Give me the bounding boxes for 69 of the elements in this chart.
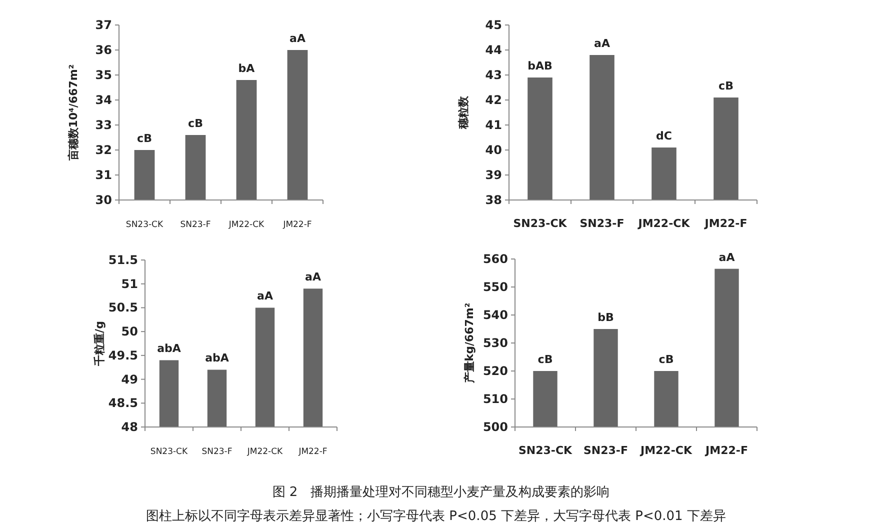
y-tick-label: 520 [482, 364, 508, 378]
y-tick-label: 33 [95, 118, 112, 132]
y-axis-title: 产量kg/667m² [463, 302, 476, 384]
x-tick-label: SN23-CK [150, 447, 188, 457]
x-tick-label: SN23-F [580, 217, 624, 230]
data-label: aA [305, 270, 322, 284]
y-tick-label: 48 [121, 420, 138, 434]
x-tick-label: SN23-CK [513, 217, 568, 230]
data-label: cB [718, 80, 734, 92]
data-label: bB [598, 311, 614, 324]
x-tick-label: JM22-F [298, 447, 328, 457]
data-label: cB [137, 132, 152, 145]
data-label: bAB [528, 60, 552, 72]
y-tick-label: 550 [482, 280, 508, 294]
y-tick-label: 45 [485, 18, 502, 32]
caption: 图 2 播期播量处理对不同穗型小麦产量及构成要素的影响 [272, 485, 610, 500]
data-label: dC [656, 130, 672, 142]
y-tick-label: 40 [485, 143, 502, 157]
y-axis-title: 穗粒数 [457, 95, 470, 130]
x-tick-label: JM22-CK [639, 444, 692, 457]
y-tick-label: 36 [95, 43, 112, 57]
y-tick-label: 540 [482, 308, 508, 322]
y-tick-label: 50.5 [108, 300, 138, 315]
x-tick-label: JM22-CK [637, 217, 690, 230]
x-tick-label: JM22-F [282, 220, 312, 230]
y-tick-label: 48.5 [108, 396, 138, 410]
y-tick-label: 31 [95, 168, 112, 182]
data-label: abA [205, 352, 230, 365]
x-tick-label: JM22-F [704, 217, 748, 230]
data-label: aA [594, 37, 610, 50]
x-tick-label: SN23-CK [126, 220, 164, 230]
data-label: cB [658, 353, 674, 366]
y-tick-label: 49 [121, 372, 138, 386]
x-tick-label: SN23-F [202, 447, 232, 457]
x-tick-label: SN23-F [180, 220, 211, 230]
y-tick-label: 51 [121, 276, 138, 291]
y-axis-title: 千粒重/g [93, 321, 106, 367]
y-tick-label: 50 [121, 324, 138, 339]
x-tick-label: JM22-CK [228, 220, 265, 230]
data-label: aA [257, 290, 274, 303]
y-tick-label: 37 [95, 18, 112, 32]
text: 图柱上标以不同字母表示差异显著性；小写字母代表 P<0.05 下差异，大写字母代表 P<0.01 下差异 [146, 508, 726, 524]
y-tick-label: 41 [485, 118, 502, 132]
y-tick-label: 510 [482, 392, 508, 406]
y-tick-label: 500 [482, 420, 508, 434]
y-tick-label: 49.5 [108, 348, 138, 362]
x-tick-label: SN23-CK [518, 444, 573, 457]
x-tick-label: JM22-CK [246, 447, 284, 457]
data-label: cB [188, 117, 203, 130]
y-tick-label: 35 [95, 68, 112, 82]
y-tick-label: 39 [485, 168, 502, 182]
y-tick-label: 42 [485, 93, 502, 107]
y-tick-label: 44 [485, 43, 502, 57]
y-axis-title: 亩穗数10⁴/667m² [67, 64, 80, 162]
data-label: aA [290, 32, 306, 45]
y-tick-label: 530 [482, 336, 508, 350]
y-tick-label: 34 [95, 93, 112, 107]
y-tick-label: 30 [95, 193, 112, 207]
data-label: cB [538, 353, 553, 366]
data-label: aA [718, 250, 736, 264]
y-tick-label: 51.5 [108, 253, 138, 267]
x-tick-label: JM22-F [704, 444, 748, 457]
data-label: bA [238, 62, 256, 75]
y-tick-label: 38 [485, 193, 502, 207]
x-tick-label: SN23-F [583, 444, 628, 457]
data-label: abA [157, 342, 182, 356]
y-tick-label: 43 [485, 68, 502, 82]
y-tick-label: 32 [95, 143, 112, 157]
y-tick-label: 560 [482, 252, 508, 266]
